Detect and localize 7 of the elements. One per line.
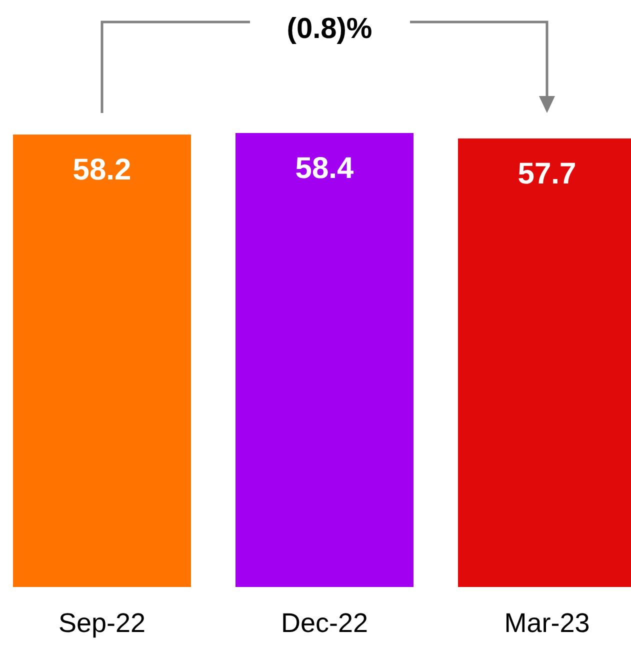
text: (0.8)%: [286, 13, 372, 45]
x-tick-label: Sep-22: [58, 608, 146, 638]
x-tick-label: Mar-23: [504, 608, 590, 638]
data-label: 58.4: [295, 152, 354, 185]
data-label: 57.7: [518, 157, 576, 190]
x-tick-label: Dec-22: [280, 608, 368, 638]
data-label: 58.2: [72, 154, 132, 187]
